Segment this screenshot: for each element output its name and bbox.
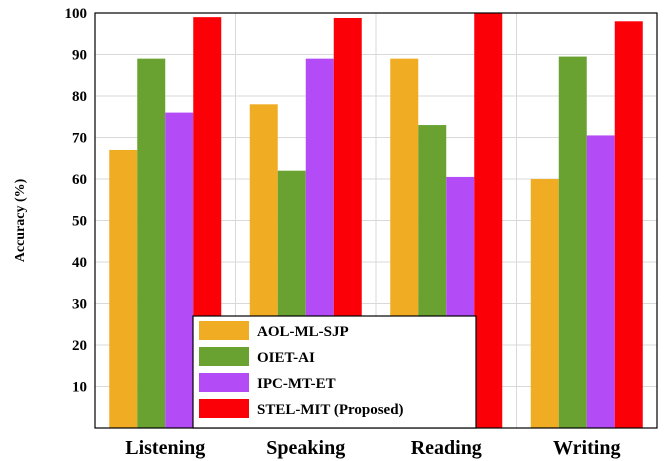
legend-label: AOL-ML-SJP — [257, 324, 349, 340]
y-tick-label: 50 — [72, 214, 87, 230]
y-axis-label: Accuracy (%) — [13, 178, 28, 262]
legend-label: OIET-AI — [257, 350, 315, 366]
bar-aol-ml-sjp-listening — [109, 149, 138, 428]
y-tick-label: 80 — [72, 89, 87, 105]
y-tick-label: 30 — [72, 297, 87, 313]
x-tick-label: Reading — [411, 437, 482, 459]
legend-swatch — [199, 399, 249, 418]
y-tick-label: 20 — [72, 338, 87, 354]
legend-swatch — [199, 321, 249, 340]
y-tick-labels: 10 20 30 40 50 60 70 80 90 100 — [65, 6, 88, 396]
legend: AOL-ML-SJP OIET-AI IPC-MT-ET STEL-MIT (Prop… — [192, 315, 477, 429]
legend-label: STEL-MIT (Proposed) — [257, 402, 404, 418]
bar-stel-mit-proposed-reading — [474, 13, 503, 428]
y-tick-label: 10 — [72, 380, 87, 396]
y-tick-label: 40 — [72, 255, 87, 271]
legend-label: IPC-MT-ET — [257, 376, 336, 392]
x-tick-labels: Listening Speaking Reading Writing — [125, 437, 620, 459]
bar-oiet-ai-listening — [137, 58, 166, 429]
bar-oiet-ai-writing — [558, 56, 587, 428]
y-tick-label: 100 — [65, 6, 88, 22]
y-tick-label: 70 — [72, 131, 87, 147]
x-tick-label: Speaking — [266, 437, 345, 459]
bar-aol-ml-sjp-writing — [530, 179, 559, 428]
x-tick-label: Writing — [553, 437, 620, 459]
bar-stel-mit-proposed-writing — [614, 21, 643, 429]
legend-swatch — [199, 347, 249, 366]
x-tick-label: Listening — [125, 437, 205, 459]
y-tick-label: 60 — [72, 172, 87, 188]
bar-ipc-mt-et-listening — [165, 112, 194, 428]
bar-ipc-mt-et-writing — [586, 135, 615, 429]
y-tick-label: 90 — [72, 48, 87, 64]
legend-swatch — [199, 373, 249, 392]
